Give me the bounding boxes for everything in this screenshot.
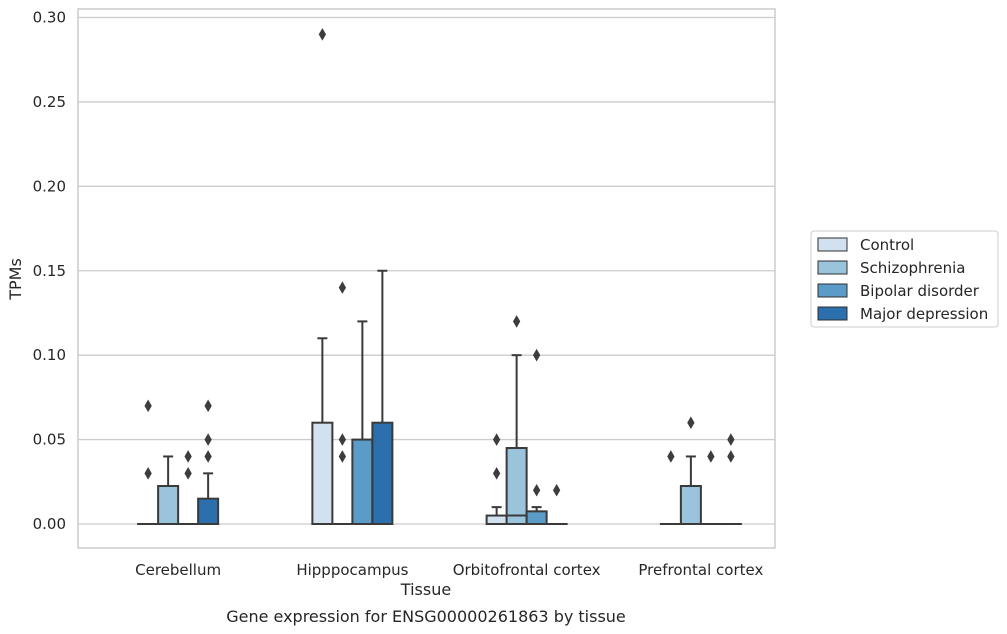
outlier-point [687, 416, 695, 429]
box [197, 497, 220, 525]
legend-frame [810, 230, 999, 328]
outlier-point [532, 348, 541, 362]
x-axis-title: Tissue [400, 580, 451, 599]
x-tick-label: Cerebellum [135, 561, 221, 579]
y-axis-title: TPMs [6, 258, 25, 301]
y-tick-label: 0.10 [33, 346, 66, 364]
outlier-point [144, 399, 152, 413]
outlier-point [338, 433, 347, 446]
box [505, 447, 528, 525]
legend-label: Control [860, 236, 914, 254]
legend-label: Schizophrenia [860, 259, 965, 277]
outlier-point [727, 450, 735, 463]
outlier-point [512, 315, 521, 328]
chart-caption: Gene expression for ENSG00000261863 by t… [226, 607, 626, 626]
outlier-point [318, 28, 327, 41]
box [525, 510, 548, 525]
outlier-point [707, 450, 715, 463]
outlier-point [338, 450, 347, 463]
outlier-point [552, 483, 561, 497]
y-tick-label: 0.00 [33, 515, 66, 533]
y-tick-label: 0.15 [33, 262, 66, 280]
legend-swatch [817, 283, 848, 298]
outlier-point [492, 467, 501, 480]
outlier-point [532, 483, 541, 497]
box [311, 421, 334, 526]
legend-label: Major depression [860, 305, 988, 323]
y-tick-label: 0.25 [33, 93, 66, 111]
outlier-point [667, 450, 675, 463]
y-tick-label: 0.30 [33, 9, 66, 27]
outlier-point [204, 433, 212, 446]
box [371, 421, 394, 526]
x-tick-label: Hipppocampus [296, 561, 408, 579]
x-tick-labels: Cerebellum Hipppocampus Orbitofrontal cort… [135, 561, 763, 579]
box [485, 514, 508, 526]
y-tick-labels: 0.00 0.05 0.10 0.15 0.20 0.25 0.30 [33, 9, 66, 534]
box [679, 485, 702, 526]
x-tick-label: Prefrontal cortex [638, 561, 763, 579]
box-marks [137, 28, 742, 526]
legend-swatch [817, 260, 848, 275]
legend: Control Schizophrenia Bipolar disorder Majo… [810, 230, 999, 328]
outlier-point [144, 467, 152, 480]
outlier-point [492, 433, 501, 446]
plot-frame [77, 8, 776, 549]
y-tick-label: 0.20 [33, 177, 66, 195]
legend-swatch [817, 306, 848, 321]
outlier-point [204, 450, 212, 463]
box [157, 485, 180, 526]
legend-label: Bipolar disorder [860, 282, 980, 300]
outlier-point [338, 281, 347, 294]
outlier-point [204, 399, 212, 413]
box [351, 438, 374, 526]
outlier-point [727, 433, 735, 446]
gridlines [78, 16, 775, 525]
x-tick-label: Orbitofrontal cortex [453, 561, 601, 579]
outlier-point [184, 450, 192, 463]
y-tick-label: 0.05 [33, 431, 66, 449]
legend-swatch [817, 237, 848, 252]
outlier-point [184, 467, 192, 480]
